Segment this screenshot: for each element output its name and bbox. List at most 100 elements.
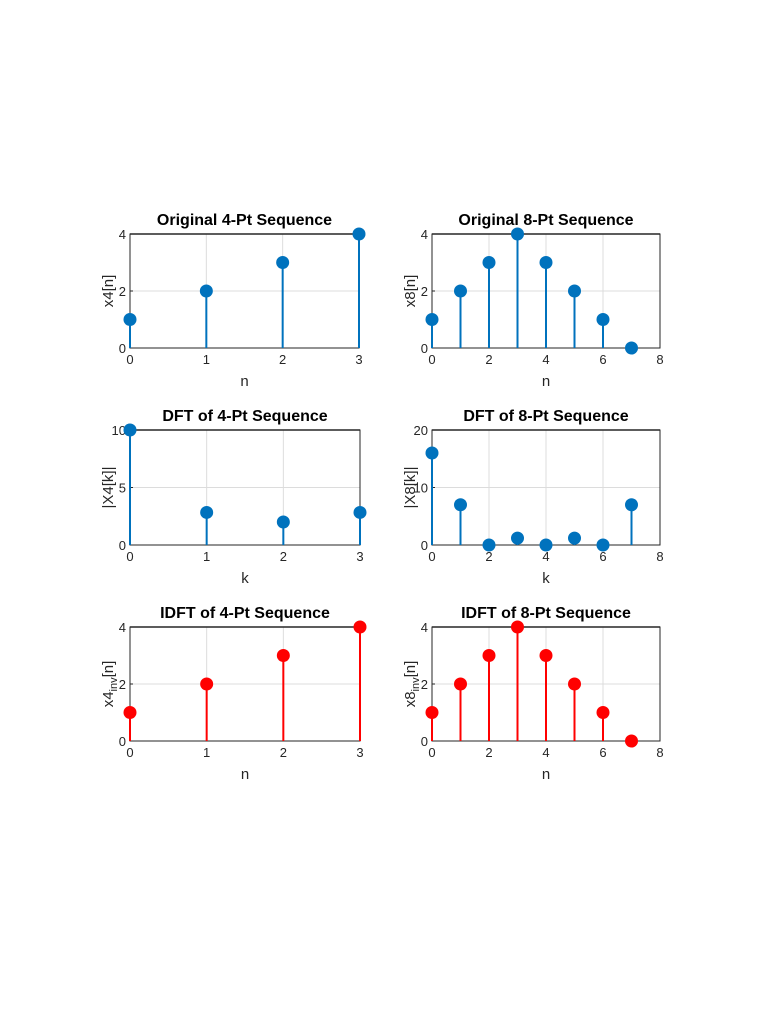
stem-marker	[353, 505, 367, 519]
stem-marker	[352, 227, 366, 241]
x-tick-label: 6	[599, 352, 606, 367]
x-axis-label: n	[241, 766, 249, 783]
x-tick-label: 8	[656, 352, 663, 367]
subplot-title: Original 4-Pt Sequence	[157, 212, 332, 229]
stem-marker	[511, 227, 524, 241]
y-tick-label: 0	[421, 734, 428, 749]
y-tick-label: 10	[414, 481, 428, 496]
y-tick-label: 5	[119, 481, 126, 496]
subplot-title: DFT of 4-Pt Sequence	[162, 408, 327, 425]
x-tick-label: 3	[356, 549, 363, 564]
y-tick-label: 2	[119, 677, 126, 692]
x-tick-label: 2	[280, 745, 287, 760]
x-axis-label: k	[241, 570, 249, 587]
x-tick-label: 8	[656, 745, 663, 760]
y-axis-label-main: |X4[k]|	[100, 467, 117, 509]
stem-marker	[539, 256, 553, 269]
x-tick-label: 0	[126, 352, 133, 367]
x-tick-label: 2	[279, 352, 286, 367]
x-tick-label: 0	[428, 352, 435, 367]
y-axis-label-main: |X8[k]|	[402, 467, 419, 509]
stem-marker	[625, 734, 638, 748]
y-tick-label: 20	[414, 423, 428, 438]
x-tick-label: 6	[599, 745, 606, 760]
stem-marker	[596, 706, 610, 719]
y-axis-label-main: x4	[100, 691, 117, 707]
x-axis-label: n	[240, 373, 248, 390]
subplot-title: IDFT of 8-Pt Sequence	[461, 605, 631, 622]
y-axis-label-subscript: inv	[108, 677, 120, 692]
y-tick-label: 4	[421, 227, 428, 242]
x-tick-label: 4	[542, 549, 549, 564]
y-tick-label: 0	[421, 538, 428, 553]
subplot-title: DFT of 8-Pt Sequence	[463, 408, 628, 425]
x-tick-label: 1	[203, 549, 210, 564]
x-tick-label: 2	[485, 352, 492, 367]
y-axis-label: |X8[k]|	[402, 467, 419, 509]
stem-marker	[454, 677, 467, 691]
stem-marker	[568, 677, 581, 691]
stem-marker	[425, 313, 439, 326]
x-tick-label: 2	[485, 745, 492, 760]
x-tick-label: 4	[542, 745, 549, 760]
stem-marker	[276, 649, 290, 662]
stem-marker	[425, 446, 439, 460]
x-tick-label: 2	[280, 549, 287, 564]
subplot-title: Original 8-Pt Sequence	[458, 212, 633, 229]
y-axis-label-suffix: [n]	[100, 661, 117, 678]
stem-marker	[425, 706, 439, 719]
y-axis-label-main: x8	[402, 691, 419, 707]
stem-marker	[625, 341, 638, 355]
stem-marker	[539, 538, 553, 552]
x-tick-label: 6	[599, 549, 606, 564]
stem-marker	[123, 313, 137, 326]
stem-marker	[568, 531, 581, 545]
subplot-5: 0 1 2 3 0 2 4 IDFT of 4-Pt Sequence n x4inv[n]	[100, 605, 367, 783]
y-tick-label: 10	[112, 423, 126, 438]
stem-marker	[482, 649, 496, 662]
stem-marker	[276, 256, 290, 269]
subplot-1: 0 1 2 3 0 2 4 Original 4-Pt Sequence n x4[n]	[100, 212, 366, 390]
y-tick-label: 2	[421, 284, 428, 299]
stem-marker	[200, 677, 214, 691]
stem-marker	[353, 620, 367, 634]
x-axis-label: n	[542, 766, 550, 783]
x-tick-label: 1	[203, 352, 210, 367]
subplot-title: IDFT of 4-Pt Sequence	[160, 605, 330, 622]
y-tick-label: 4	[119, 620, 126, 635]
y-tick-label: 0	[119, 538, 126, 553]
stem-marker	[200, 505, 214, 519]
stem-marker	[568, 284, 581, 298]
x-tick-label: 1	[203, 745, 210, 760]
subplot-4: 0 2 4 6 8 0 10 20 DFT of 8-Pt Sequence k |X8[k]|	[402, 408, 664, 587]
y-tick-label: 2	[119, 284, 126, 299]
y-axis-label-main: x4[n]	[100, 275, 117, 308]
x-tick-label: 0	[428, 745, 435, 760]
stem-marker	[511, 531, 524, 545]
stem-marker	[625, 498, 638, 512]
y-tick-label: 0	[421, 341, 428, 356]
y-tick-label: 4	[421, 620, 428, 635]
y-tick-label: 4	[119, 227, 126, 242]
x-tick-label: 8	[656, 549, 663, 564]
stem-marker	[454, 284, 467, 298]
y-axis-label-subscript: inv	[410, 677, 422, 692]
y-axis-label: x8[n]	[402, 275, 419, 308]
stem-marker	[482, 538, 496, 552]
y-tick-label: 0	[119, 734, 126, 749]
x-tick-label: 4	[542, 352, 549, 367]
y-axis-label-main: x8[n]	[402, 275, 419, 308]
y-tick-label: 0	[119, 341, 126, 356]
subplot-3: 0 1 2 3 0 5 10 DFT of 4-Pt Sequence k |X4[k]|	[100, 408, 367, 587]
stem-marker	[199, 284, 213, 298]
stem-marker	[511, 620, 524, 634]
x-axis-label: n	[542, 373, 550, 390]
y-tick-label: 2	[421, 677, 428, 692]
x-tick-label: 0	[126, 745, 133, 760]
x-tick-label: 0	[126, 549, 133, 564]
x-tick-label: 3	[356, 745, 363, 760]
y-axis-label-suffix: [n]	[402, 661, 419, 678]
subplot-2: 0 2 4 6 8 0 2 4 Original 8-Pt Sequence n x8[n]	[402, 212, 664, 390]
y-axis-label: x4[n]	[100, 275, 117, 308]
